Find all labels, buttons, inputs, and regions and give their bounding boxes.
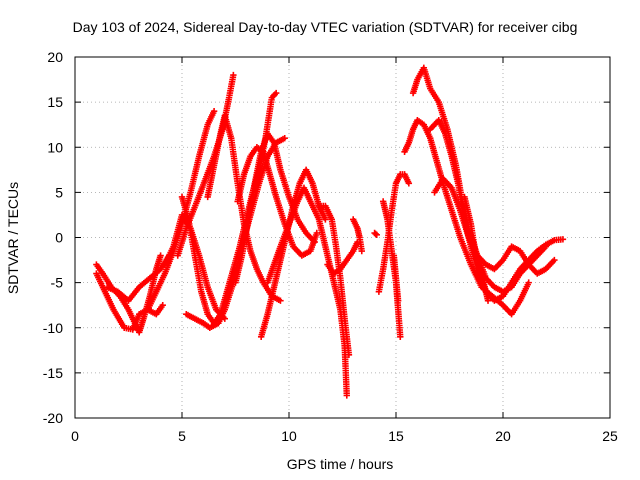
series-arc-25 — [461, 193, 492, 304]
y-tick-label: -5 — [51, 275, 64, 291]
y-tick-label: -20 — [43, 410, 63, 426]
data-point — [372, 230, 379, 238]
data-point — [559, 236, 567, 243]
data-point — [373, 231, 380, 238]
data-point — [405, 180, 413, 187]
series-arc-23 — [427, 116, 567, 304]
data-point — [397, 333, 404, 340]
series-arc-15 — [324, 238, 361, 277]
data-point — [525, 279, 532, 286]
series-arc-6 — [174, 71, 237, 259]
series-arc-16 — [350, 216, 365, 255]
series-arc-20 — [390, 252, 402, 304]
x-tick-label: 10 — [281, 428, 297, 444]
data-point — [281, 135, 288, 142]
y-tick-label: 20 — [47, 49, 63, 65]
y-tick-label: 10 — [47, 139, 63, 155]
x-tick-label: 5 — [178, 428, 186, 444]
x-tick-label: 25 — [602, 428, 618, 444]
data-point — [230, 71, 237, 79]
y-tick-label: 0 — [55, 230, 63, 246]
data-point — [394, 297, 402, 304]
series-arc-11 — [232, 130, 318, 286]
x-tick-label: 0 — [71, 428, 79, 444]
series-arc-13 — [264, 184, 350, 399]
data-point — [311, 238, 318, 246]
data-point — [343, 392, 350, 399]
series-arc-5 — [161, 211, 228, 322]
data-points — [93, 64, 567, 399]
series-arc-9 — [204, 112, 284, 304]
y-tick-label: 5 — [55, 184, 63, 200]
series-arc-10 — [234, 144, 321, 259]
chart-title: Day 103 of 2024, Sidereal Day-to-day VTE… — [73, 19, 578, 35]
data-point — [345, 351, 353, 359]
data-point — [272, 89, 280, 97]
y-axis-label: SDTVAR / TECUs — [5, 182, 21, 294]
data-point — [277, 297, 284, 304]
data-point — [157, 252, 164, 259]
data-point — [551, 256, 558, 264]
y-tick-label: -15 — [43, 365, 63, 381]
y-tick-label: 15 — [47, 94, 63, 110]
series-arc-24 — [431, 175, 558, 277]
x-tick-label: 15 — [388, 428, 404, 444]
series-arc-14 — [315, 202, 353, 359]
data-point — [210, 107, 218, 115]
series-arc-12 — [257, 166, 329, 340]
data-point — [322, 216, 329, 223]
x-tick-label: 20 — [495, 428, 511, 444]
data-point — [159, 301, 166, 309]
axis-ticks: 0 5 10 15 20 25 20 15 10 5 0 -5 -10 -15 -20 — [43, 49, 618, 444]
data-point — [484, 297, 492, 304]
x-axis-label: GPS time / hours — [287, 456, 394, 472]
data-point — [358, 247, 365, 255]
y-tick-label: -10 — [43, 320, 63, 336]
series-arc-17 — [371, 229, 380, 238]
